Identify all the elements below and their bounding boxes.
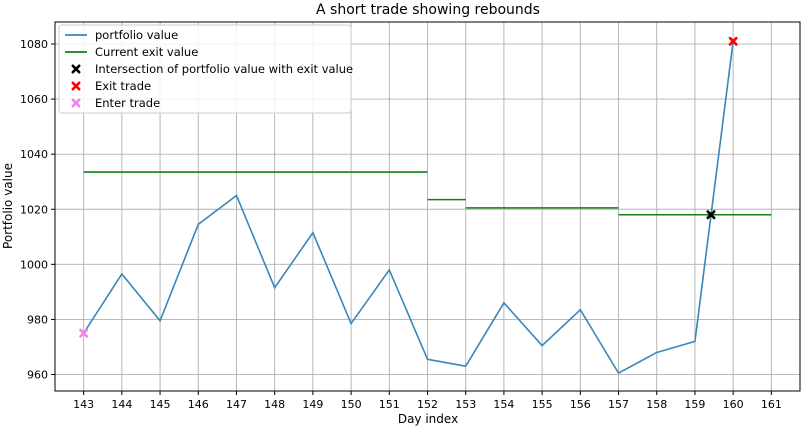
- legend-swatch: [71, 64, 81, 74]
- legend-entry-label: Intersection of portfolio value with exi…: [95, 62, 353, 76]
- legend-entry-label: Exit trade: [95, 79, 151, 93]
- x-axis-label: Day index: [398, 412, 458, 426]
- legend-entry-label: portfolio value: [95, 28, 178, 42]
- x-tick-label: 149: [302, 398, 323, 411]
- portfolio-value-line: [82, 41, 734, 375]
- x-tick-label: 148: [264, 398, 285, 411]
- x-tick-label: 150: [341, 398, 362, 411]
- x-tick-label: 161: [761, 398, 782, 411]
- legend-swatch: [71, 98, 81, 108]
- y-tick-label: 1080: [20, 38, 48, 51]
- x-tick-label: 152: [417, 398, 438, 411]
- chart-title: A short trade showing rebounds: [316, 2, 540, 18]
- x-tick-label: 154: [493, 398, 514, 411]
- series-layer: [79, 36, 772, 375]
- x-tick-label: 156: [570, 398, 591, 411]
- y-tick-label: 1020: [20, 203, 48, 216]
- x-tick-label: 155: [532, 398, 553, 411]
- x-tick-label: 147: [226, 398, 247, 411]
- x-tick-label: 157: [608, 398, 629, 411]
- legend-box: [58, 24, 352, 114]
- intersection-marker: [706, 210, 716, 220]
- y-tick-label: 1040: [20, 148, 48, 161]
- legend: portfolio value Current exit value Interse…: [58, 24, 353, 114]
- x-tick-label: 153: [455, 398, 476, 411]
- x-tick-label: 144: [111, 398, 132, 411]
- legend-swatch: [71, 81, 81, 91]
- y-tick-label: 1060: [20, 93, 48, 106]
- x-tick-label: 143: [73, 398, 94, 411]
- legend-entry-label: Enter trade: [95, 96, 160, 110]
- legend-entry-label: Current exit value: [95, 45, 198, 59]
- exit-trade-marker: [728, 36, 738, 46]
- x-tick-label: 159: [684, 398, 705, 411]
- x-tick-label: 160: [723, 398, 744, 411]
- axes: 143 144 145 146 147 148 149 150 151 152 153 154 155 1…: [20, 38, 782, 411]
- x-tick-label: 151: [379, 398, 400, 411]
- y-tick-label: 960: [27, 368, 48, 381]
- y-tick-label: 1000: [20, 258, 48, 271]
- y-axis-label: Portfolio value: [1, 163, 15, 249]
- x-tick-label: 146: [188, 398, 209, 411]
- x-tick-label: 158: [646, 398, 667, 411]
- enter-trade-marker: [79, 328, 89, 338]
- y-tick-label: 980: [27, 313, 48, 326]
- x-tick-label: 145: [150, 398, 171, 411]
